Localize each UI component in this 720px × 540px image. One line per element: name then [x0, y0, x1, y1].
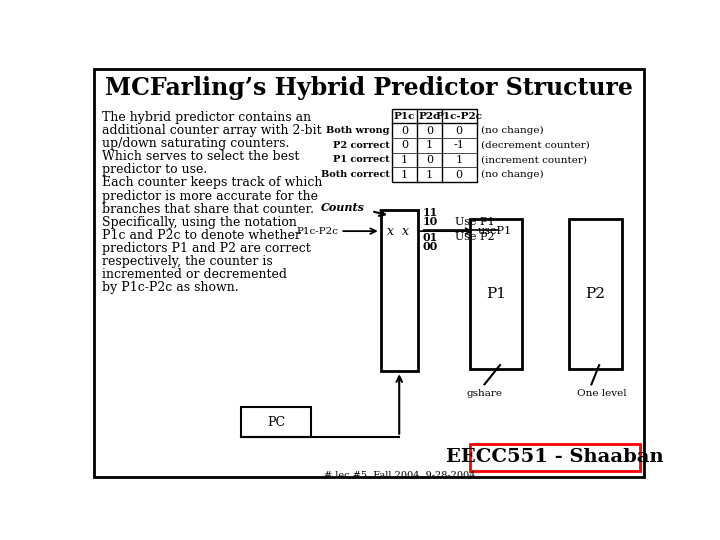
Text: # lec #5  Fall 2004  9-28-2004: # lec #5 Fall 2004 9-28-2004: [324, 471, 476, 480]
Text: (increment counter): (increment counter): [481, 156, 587, 164]
Text: 0: 0: [456, 170, 463, 179]
Text: Counts: Counts: [321, 202, 365, 213]
Text: incremented or decremented: incremented or decremented: [102, 268, 287, 281]
Text: 1: 1: [426, 140, 433, 150]
Text: branches that share that counter.: branches that share that counter.: [102, 202, 314, 215]
Text: predictors P1 and P2 are correct: predictors P1 and P2 are correct: [102, 242, 310, 255]
Text: 1: 1: [426, 170, 433, 179]
Text: 1: 1: [401, 155, 408, 165]
Text: 1: 1: [401, 170, 408, 179]
Text: gshare: gshare: [467, 389, 503, 398]
Text: P2: P2: [585, 287, 606, 301]
Text: One level: One level: [577, 389, 626, 398]
Text: Use P1: Use P1: [455, 217, 495, 227]
Bar: [469, 444, 640, 471]
Text: Both correct: Both correct: [321, 170, 390, 179]
Text: predictor to use.: predictor to use.: [102, 164, 207, 177]
Text: respectively, the counter is: respectively, the counter is: [102, 255, 272, 268]
Bar: [381, 210, 418, 372]
Text: The hybrid predictor contains an: The hybrid predictor contains an: [102, 111, 311, 124]
Text: P1c-P2c: P1c-P2c: [297, 227, 339, 235]
Bar: [241, 408, 311, 437]
Text: 0: 0: [401, 126, 408, 136]
Text: (decrement counter): (decrement counter): [481, 141, 590, 150]
Text: 01: 01: [423, 232, 438, 243]
Text: MCFarling’s Hybrid Predictor Structure: MCFarling’s Hybrid Predictor Structure: [105, 76, 633, 100]
Text: additional counter array with 2-bit: additional counter array with 2-bit: [102, 124, 321, 137]
Bar: [469, 219, 523, 369]
Text: (no change): (no change): [481, 170, 543, 179]
Text: P1c and P2c to denote whether: P1c and P2c to denote whether: [102, 229, 300, 242]
Bar: [392, 109, 477, 182]
Text: 0: 0: [456, 126, 463, 136]
Text: 0: 0: [426, 126, 433, 136]
Bar: [569, 219, 621, 369]
Text: 10: 10: [423, 217, 438, 227]
Text: up/down saturating counters.: up/down saturating counters.: [102, 137, 289, 150]
Text: 0: 0: [401, 140, 408, 150]
Text: useP1: useP1: [477, 226, 512, 236]
Text: predictor is more accurate for the: predictor is more accurate for the: [102, 190, 318, 202]
Text: Use P2: Use P2: [455, 232, 495, 242]
Text: (no change): (no change): [481, 126, 543, 135]
Text: Specifically, using the notation: Specifically, using the notation: [102, 215, 297, 229]
Text: x  x: x x: [387, 225, 409, 238]
Text: P2 correct: P2 correct: [333, 141, 390, 150]
Text: 1: 1: [456, 155, 463, 165]
Text: EECC551 - Shaaban: EECC551 - Shaaban: [446, 449, 664, 467]
Text: Each counter keeps track of which: Each counter keeps track of which: [102, 177, 322, 190]
Text: Both wrong: Both wrong: [326, 126, 390, 135]
Text: 0: 0: [426, 155, 433, 165]
Text: P1: P1: [486, 287, 506, 301]
Text: 00: 00: [423, 241, 438, 252]
Text: P2c: P2c: [419, 111, 440, 120]
Text: by P1c-P2c as shown.: by P1c-P2c as shown.: [102, 281, 238, 294]
Text: P1c-P2c: P1c-P2c: [436, 111, 483, 120]
Text: Which serves to select the best: Which serves to select the best: [102, 150, 299, 163]
Text: PC: PC: [267, 416, 285, 429]
Text: -1: -1: [454, 140, 464, 150]
Text: P1c: P1c: [394, 111, 415, 120]
Text: P1 correct: P1 correct: [333, 156, 390, 164]
Text: 11: 11: [423, 207, 438, 218]
